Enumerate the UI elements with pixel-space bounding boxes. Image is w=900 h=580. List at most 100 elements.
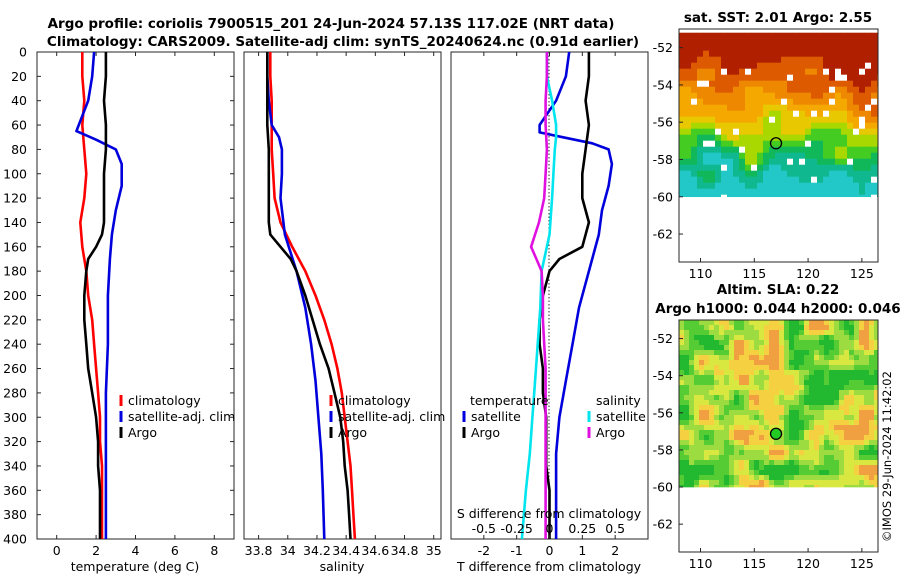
sla-map-panel: Altim. SLA: 0.22 Argo h1000: 0.044 h2000… [653,282,900,571]
depth-tick-label: 20 [11,69,27,84]
sst-map-panel: sat. SST: 2.01 Argo: 2.55 110 115 120 125 -5… [653,10,879,281]
s-tick-label: 0 [546,521,554,536]
lat-tick-label: -60 [653,189,673,204]
lon-tick-label: 125 [850,266,874,281]
depth-tick-label: 400 [3,532,27,547]
figure-title-line2: Climatology: CARS2009. Satellite-adj cli… [47,34,639,50]
s-tick-label: 0.5 [605,521,625,536]
x-tick-label: 34.2 [303,543,331,558]
lat-tick-label: -62 [653,227,673,242]
lat-tick-label: -54 [653,77,673,92]
depth-tick-label: 220 [3,312,27,327]
salinity-xlabel: salinity [320,559,365,574]
x-tick-label: 4 [132,543,140,558]
x-tick-label: 6 [171,543,179,558]
x-tick-label: 0 [53,543,61,558]
lat-tick-label: -54 [653,368,673,383]
difference-legend: temperature satellite Argo salinity sate… [462,393,646,440]
series-line-salinity-argo [529,52,549,539]
lon-tick-label: 115 [742,266,766,281]
x-tick-label: 34.4 [332,543,360,558]
s-tick-label: 0.25 [568,521,596,536]
sst-map-title: sat. SST: 2.01 Argo: 2.55 [684,10,872,26]
s-tick-label: -0.5 [472,521,496,536]
lat-tick-label: -56 [653,405,673,420]
depth-tick-label: 80 [11,142,27,157]
lon-tick-label: 120 [796,266,820,281]
x-tick-label: 8 [210,543,218,558]
depth-tick-label: 240 [3,337,27,352]
lat-tick-label: -58 [653,152,673,167]
lat-tick-label: -60 [653,480,673,495]
x-tick-label: 34 [280,543,296,558]
depth-tick-label: 100 [3,166,27,181]
depth-tick-label: 260 [3,361,27,376]
difference-top-label: S difference from climatology [457,506,642,521]
lat-tick-label: -56 [653,115,673,130]
legend-label-argo: Argo [128,425,157,440]
imos-timestamp: ©IMOS 29-Jun-2024 11:42:02 [880,371,894,542]
legend-label-t-argo: Argo [471,425,500,440]
lat-tick-label: -58 [653,442,673,457]
figure-title-line1: Argo profile: coriolis 7900515_201 24-Ju… [48,16,615,32]
lon-tick-label: 125 [850,556,874,571]
sla-map-subtitle: Argo h1000: 0.044 h2000: 0.046 [655,301,900,317]
depth-tick-label: 60 [11,118,27,133]
legend-title-temperature: temperature [470,393,549,408]
temperature-xlabel: temperature (deg C) [71,559,200,574]
lat-tick-label: -52 [653,331,673,346]
argo-position-marker [769,137,783,150]
depth-tick-label: 340 [3,458,27,473]
series-line-temperature-satellite [538,51,614,539]
difference-xlabel: T difference from climatology [456,559,642,574]
argo-position-marker [769,427,783,440]
x-tick-label: 1 [578,543,586,558]
legend-label-satellite: satellite-adj. clim [338,409,445,424]
depth-tick-label: 160 [3,239,27,254]
s-tick-label: -0.25 [500,521,532,536]
x-tick-label: 34.8 [391,543,419,558]
x-tick-label: -2 [478,543,490,558]
legend-label-t-satellite: satellite [471,409,521,424]
x-tick-label: 34.6 [361,543,389,558]
lon-tick-label: 110 [689,556,713,571]
sla-map-title: Altim. SLA: 0.22 [717,282,839,298]
depth-tick-label: 380 [3,507,27,522]
series-line-salinity-satellite [520,52,558,540]
depth-tick-label: 300 [3,410,27,425]
legend-title-salinity: salinity [596,393,641,408]
legend-label-climatology: climatology [338,393,411,408]
difference-panel: -2 -1 0 1 2 -0.5 -0.25 0 0.25 0.5 T difference f… [450,51,649,574]
x-tick-label: 35 [426,543,442,558]
legend-label-argo: Argo [338,425,367,440]
series-line-climatology [268,52,357,540]
series-line-argo [265,52,352,540]
depth-tick-label: 40 [11,93,27,108]
depth-tick-label: 320 [3,434,27,449]
sla-heatmap-field [679,320,879,488]
legend-label-s-satellite: satellite [596,409,646,424]
x-tick-label: -1 [510,543,522,558]
x-tick-label: 2 [92,543,100,558]
depth-tick-label: 180 [3,264,27,279]
depth-tick-label: 280 [3,385,27,400]
depth-tick-label: 360 [3,483,27,498]
lat-tick-label: -52 [653,40,673,55]
legend-label-climatology: climatology [128,393,201,408]
sst-heatmap-field [679,32,879,198]
lon-tick-label: 120 [796,556,820,571]
series-line-satellite-adj-clim [265,52,326,540]
salinity-legend: climatology satellite-adj. clim Argo [329,393,445,440]
lat-tick-label: -62 [653,517,673,532]
series-line-satellite-adj-clim [75,51,123,539]
temperature-legend: climatology satellite-adj. clim Argo [119,393,235,440]
x-tick-label: 0 [546,543,554,558]
depth-tick-label: 0 [19,45,27,60]
series-line-argo [83,52,108,539]
legend-label-satellite: satellite-adj. clim [128,409,235,424]
depth-tick-label: 140 [3,215,27,230]
x-tick-label: 2 [611,543,619,558]
lon-tick-label: 110 [689,266,713,281]
